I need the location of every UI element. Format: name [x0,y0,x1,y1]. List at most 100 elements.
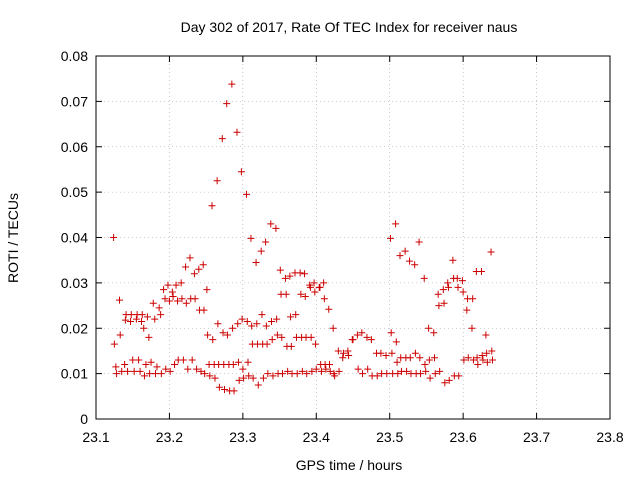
data-point [444,283,452,291]
data-point [464,354,472,362]
data-point [218,135,226,143]
data-point [129,356,137,364]
data-point [382,351,390,359]
data-point [306,283,314,291]
data-point [298,367,306,375]
data-point [454,283,462,291]
data-point [190,270,198,278]
data-point [317,367,325,375]
data-points [110,80,497,395]
data-point [264,370,272,378]
data-point [174,297,182,305]
data-point [445,376,453,384]
data-point [273,331,281,339]
data-point [143,313,151,321]
data-point [373,372,381,380]
data-point [121,316,129,324]
x-tick-label: 23.6 [450,429,477,445]
data-point [193,365,201,373]
data-point [420,274,428,282]
data-point [188,356,196,364]
data-point [406,257,414,265]
data-point [322,365,330,373]
data-point [334,347,342,355]
data-point [326,361,334,369]
data-point [124,367,132,375]
data-point [272,224,280,232]
x-tick-label: 23.2 [156,429,183,445]
data-point [234,358,242,366]
data-point [339,354,347,362]
data-point [135,356,143,364]
data-point [310,279,318,287]
data-point [140,324,148,332]
data-point [257,247,265,255]
data-point [136,367,144,375]
data-point [267,317,275,325]
data-point [276,266,284,274]
data-point [411,261,419,269]
data-point [244,358,252,366]
data-point [248,322,256,330]
data-point [273,315,281,323]
data-point [209,336,217,344]
data-point [430,329,438,337]
data-point [431,370,439,378]
data-point [301,270,309,278]
x-tick-label: 23.8 [596,429,623,445]
data-point [130,367,138,375]
y-tick-label: 0 [80,411,88,427]
data-point [132,315,140,323]
data-point [301,292,309,300]
data-point [223,331,231,339]
data-point [453,274,461,282]
y-axis-label: ROTI / TECUs [5,193,21,283]
data-point [219,329,227,337]
data-point [258,311,266,319]
data-point [151,370,159,378]
data-point [153,363,161,371]
data-point [312,365,320,373]
data-point [199,261,207,269]
data-point [229,324,237,332]
data-point [268,336,276,344]
data-point [221,386,228,394]
data-point [478,351,486,359]
axis-ticks: 23.1 23.2 23.3 23.4 23.5 23.6 23.7 23.8 0 0.01 0.0… [61,48,624,445]
data-point [243,317,251,325]
data-point [115,296,123,304]
data-point [287,313,295,321]
data-point [331,372,339,380]
data-point [147,358,155,366]
data-point [262,322,270,330]
data-point [253,320,261,328]
data-point [162,365,170,373]
data-point [172,281,180,289]
data-point [151,315,159,323]
y-tick-label: 0.04 [61,230,88,246]
data-point [441,379,449,387]
data-point [297,290,305,298]
data-point [166,367,174,375]
data-point [269,372,277,380]
data-point [113,370,121,378]
data-point [178,295,186,303]
data-point [267,220,275,228]
data-point [434,290,442,298]
data-point [206,372,214,380]
data-point [195,265,203,273]
data-point [191,295,199,303]
data-point [157,370,165,378]
data-point [483,358,491,366]
data-point [425,356,433,364]
data-point [213,177,221,185]
data-point [247,234,255,242]
x-tick-label: 23.3 [229,429,256,445]
data-point [230,387,238,395]
data-point [160,286,168,294]
data-point [425,324,433,332]
data-point [249,374,257,382]
data-point [203,286,211,294]
grid [96,56,610,419]
data-point [359,370,367,378]
